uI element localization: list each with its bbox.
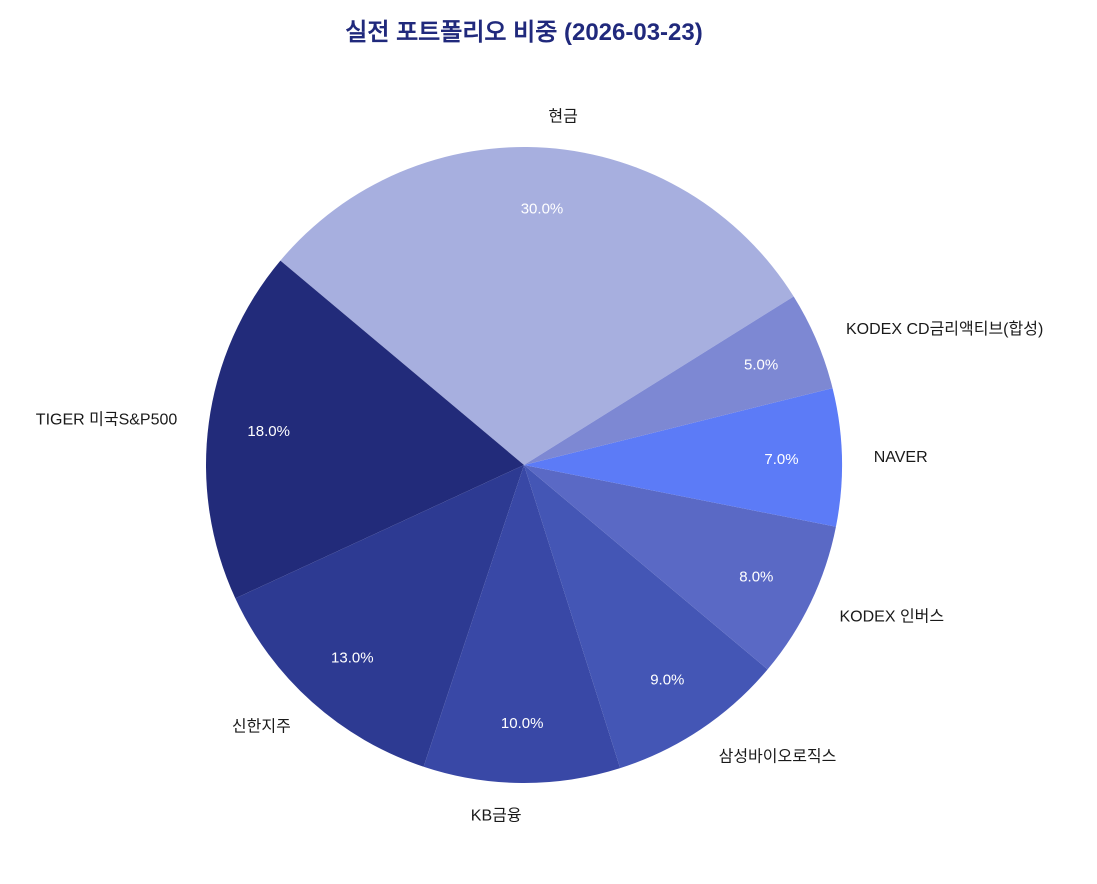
pie-category-label-1: TIGER 미국S&P500	[36, 410, 178, 428]
pie-slice-1	[206, 260, 524, 599]
pie-slice-2	[235, 465, 524, 767]
pie-category-label-2: 신한지주	[232, 717, 291, 735]
pie-slice-6	[524, 388, 842, 527]
pie-slice-0	[280, 147, 794, 465]
pie-percent-label-7: 5.0%	[744, 357, 778, 374]
pie-percent-label-6: 7.0%	[764, 451, 798, 468]
pie-category-label-4: 삼성바이오로직스	[719, 747, 837, 765]
pie-percent-label-2: 13.0%	[331, 649, 374, 666]
chart-title: 실전 포트폴리오 비중 (2026-03-23)	[345, 19, 702, 46]
pie-category-label-6: NAVER	[874, 449, 928, 466]
pie-slice-5	[524, 465, 836, 670]
pie-percent-label-0: 30.0%	[521, 200, 564, 217]
pie-category-label-3: KB금융	[471, 806, 522, 824]
pie-slice-3	[423, 465, 621, 783]
pie-percent-label-4: 9.0%	[650, 671, 684, 688]
pie-slice-7	[524, 296, 833, 465]
pie-category-label-5: KODEX 인버스	[840, 608, 945, 626]
pie-percent-label-1: 18.0%	[247, 423, 290, 440]
pie-percent-label-5: 8.0%	[739, 569, 773, 586]
pie-percent-label-3: 10.0%	[501, 715, 544, 732]
pie-category-label-7: KODEX CD금리액티브(합성)	[846, 320, 1043, 338]
pie-slice-4	[524, 465, 768, 769]
pie-category-label-0: 현금	[548, 108, 577, 126]
